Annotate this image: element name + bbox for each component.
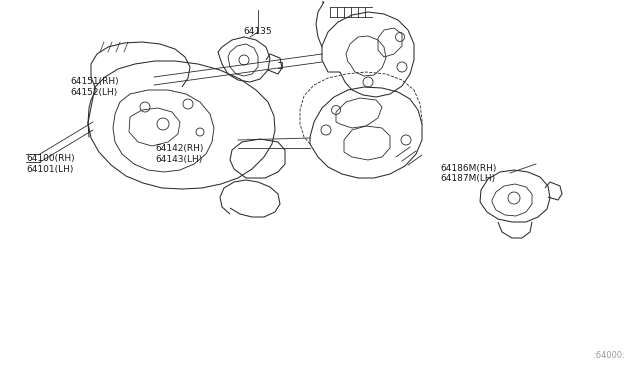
Text: 64135: 64135	[244, 27, 272, 36]
Text: 64186M(RH)
64187M(LH): 64186M(RH) 64187M(LH)	[440, 164, 497, 183]
Text: 64151(RH)
64152(LH): 64151(RH) 64152(LH)	[70, 77, 118, 97]
Text: 64142(RH)
64143(LH): 64142(RH) 64143(LH)	[155, 144, 204, 164]
Text: 64100(RH)
64101(LH): 64100(RH) 64101(LH)	[26, 154, 75, 174]
Text: :64000:: :64000:	[593, 351, 625, 360]
